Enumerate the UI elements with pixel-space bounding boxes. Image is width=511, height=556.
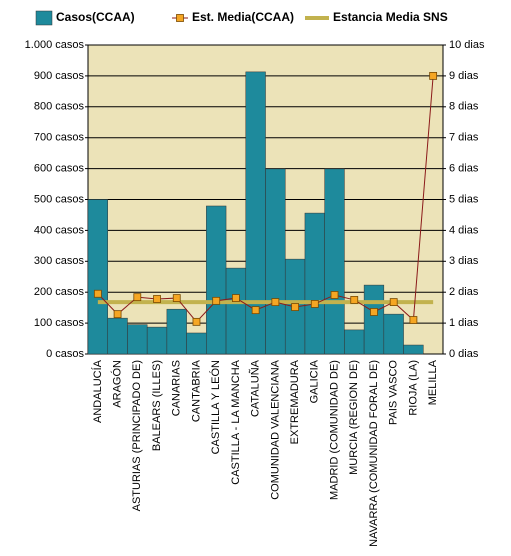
marker xyxy=(409,316,418,324)
y2-tick-label: 8 dias xyxy=(449,101,479,113)
x-tick-label: EXTREMADURA xyxy=(289,359,301,444)
x-tick-label: CANARIAS xyxy=(171,360,183,416)
y2-tick-label: 4 dias xyxy=(449,224,479,236)
bar xyxy=(186,332,207,355)
x-tick-label: ASTURIAS (PRINCIPADO DE) xyxy=(131,360,143,511)
y-tick-label: 100 casos xyxy=(34,317,85,329)
marker xyxy=(291,303,299,311)
x-tick-label: CATALUÑA xyxy=(249,359,262,417)
bar xyxy=(403,344,424,355)
y-tick-label: 0 casos xyxy=(46,348,84,360)
x-tick-label: MURCIA (REGION DE) xyxy=(348,360,360,475)
bar xyxy=(304,212,325,355)
x-tick-label: ARAGÓN xyxy=(110,360,123,408)
y2-tick-label: 6 dias xyxy=(449,163,479,175)
bar xyxy=(225,267,247,355)
bar xyxy=(363,284,385,355)
x-tick-label: COMUNIDAD VALENCIANA xyxy=(269,359,281,499)
bar xyxy=(166,308,187,355)
marker xyxy=(232,294,240,302)
y-tick-label: 400 casos xyxy=(34,224,85,236)
marker xyxy=(429,72,438,80)
x-tick-label: ANDALUCÍA xyxy=(91,359,104,423)
marker xyxy=(113,310,122,319)
legend-label: Casos(CCAA) xyxy=(56,10,135,24)
y-tick-label: 600 casos xyxy=(34,163,85,175)
y2-tick-label: 9 dias xyxy=(449,70,479,82)
x-tick-label: PAIS VASCO xyxy=(388,360,400,425)
marker xyxy=(133,293,142,302)
y-tick-label: 700 casos xyxy=(34,132,85,144)
y2-tick-label: 7 dias xyxy=(449,132,479,144)
bar xyxy=(206,205,227,355)
marker xyxy=(271,298,280,306)
x-tick-label: NAVARRA (COMUNIDAD FORAL DE) xyxy=(368,360,380,547)
legend-label: Est. Media(CCAA) xyxy=(192,10,294,24)
y-tick-label: 800 casos xyxy=(34,101,85,113)
x-tick-label: RIOJA (LA) xyxy=(407,360,419,416)
y2-tick-label: 10 dias xyxy=(449,39,485,51)
legend-label: Estancia Media SNS xyxy=(333,10,448,24)
marker xyxy=(153,295,161,303)
marker xyxy=(350,296,359,304)
y2-tick-label: 2 dias xyxy=(449,286,479,298)
bar xyxy=(146,326,168,355)
x-tick-label: MELILLA xyxy=(427,359,439,405)
y-tick-label: 900 casos xyxy=(34,70,85,82)
marker xyxy=(172,294,181,302)
bar xyxy=(87,199,108,355)
y2-tick-label: 0 dias xyxy=(449,348,479,360)
x-tick-label: GALICIA xyxy=(309,359,321,403)
y-tick-label: 1.000 casos xyxy=(25,39,85,51)
marker xyxy=(389,298,398,306)
y-tick-label: 500 casos xyxy=(34,193,85,205)
x-tick-label: MADRID (COMUNIDAD DE) xyxy=(328,360,340,500)
y2-tick-label: 1 dias xyxy=(449,317,479,329)
bar xyxy=(324,168,345,355)
marker xyxy=(310,300,319,308)
marker xyxy=(212,296,221,305)
x-tick-label: BALEARS (ILLES) xyxy=(151,360,163,451)
x-tick-label: CASTILLA Y LEÓN xyxy=(209,360,222,454)
bar xyxy=(107,317,128,355)
marker xyxy=(251,306,260,315)
marker xyxy=(330,291,339,299)
legend-swatch xyxy=(35,10,53,26)
legend-swatch xyxy=(176,14,184,22)
y2-tick-label: 5 dias xyxy=(449,193,479,205)
y-tick-label: 300 casos xyxy=(34,255,85,267)
x-tick-label: CANTABRIA xyxy=(190,359,202,422)
y2-tick-label: 3 dias xyxy=(449,255,479,267)
bar xyxy=(383,313,404,355)
marker xyxy=(192,317,201,326)
marker xyxy=(370,308,378,316)
marker xyxy=(93,289,102,298)
y-tick-label: 200 casos xyxy=(34,286,85,298)
bar xyxy=(344,329,365,355)
x-tick-label: CASTILLA - LA MANCHA xyxy=(230,359,242,484)
bar xyxy=(265,168,286,355)
bar xyxy=(127,324,148,355)
